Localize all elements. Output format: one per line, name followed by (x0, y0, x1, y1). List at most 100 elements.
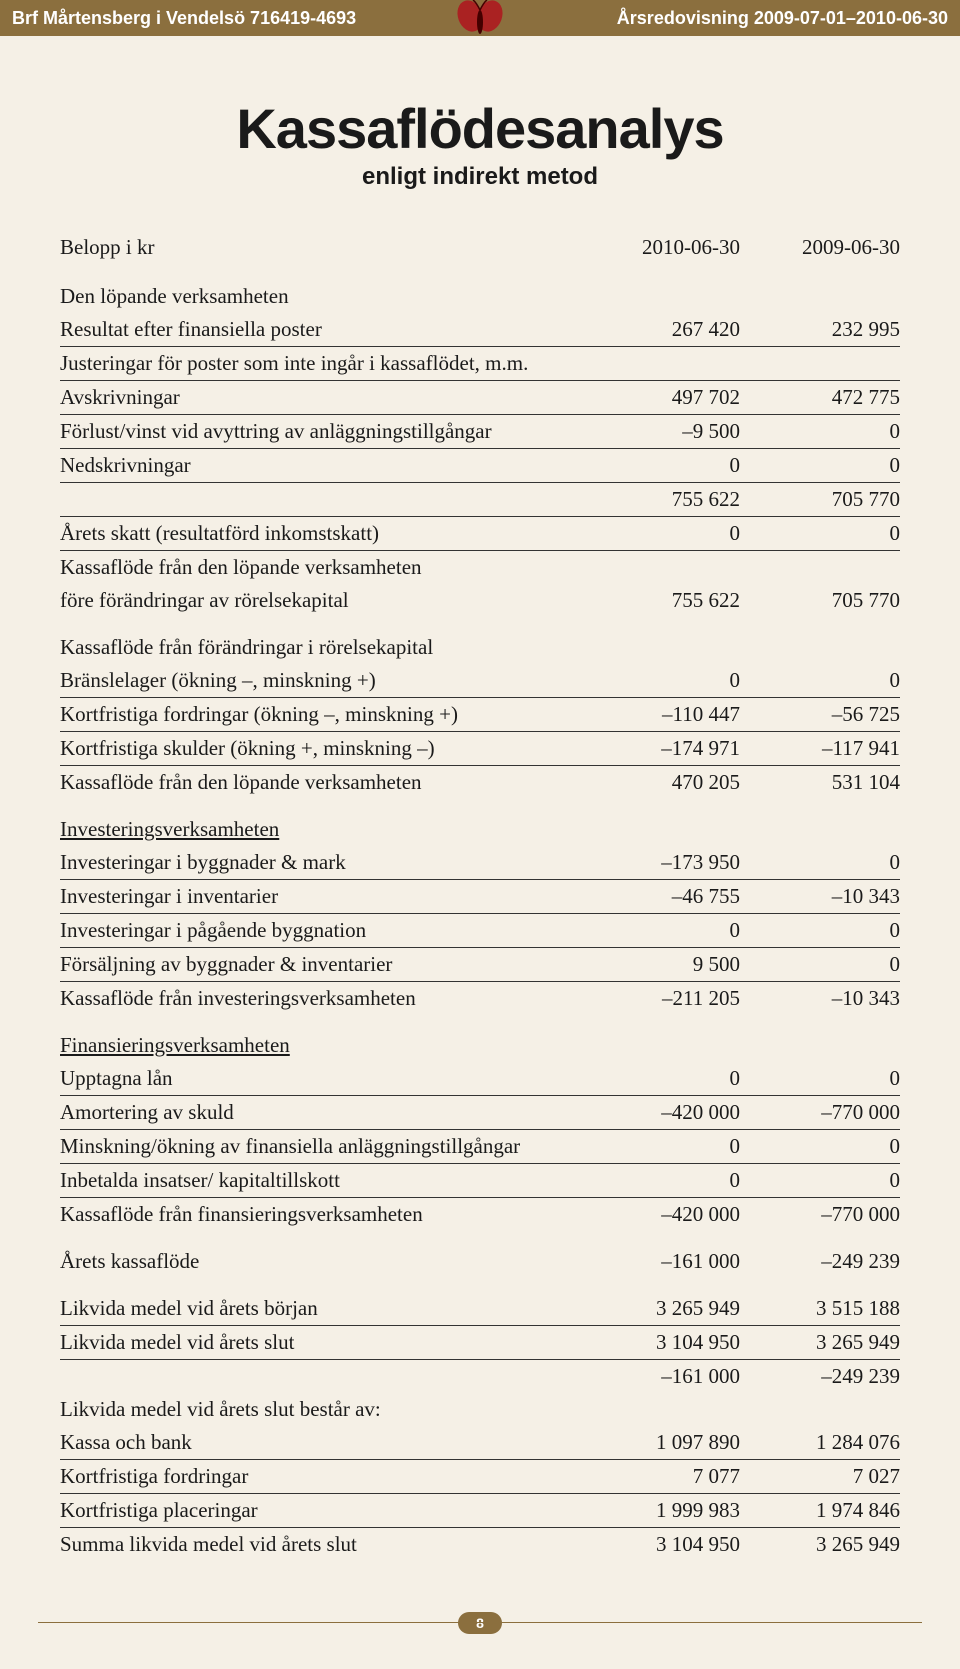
cell-value: –173 950 (580, 846, 740, 880)
col1-header: 2010-06-30 (580, 231, 740, 266)
row-label: Upptagna lån (60, 1062, 580, 1096)
row-label: Kassa och bank (60, 1426, 580, 1460)
table-row: Amortering av skuld–420 000–770 000 (60, 1096, 900, 1130)
table-row: Kassa och bank1 097 8901 284 076 (60, 1426, 900, 1460)
table-row: Kassaflöde från förändringar i rörelseka… (60, 617, 900, 664)
cell-value: 3 515 188 (740, 1278, 900, 1326)
cell-value: –249 239 (740, 1231, 900, 1278)
cell-value: 1 999 983 (580, 1494, 740, 1528)
row-label: Minskning/ökning av finansiella anläggni… (60, 1130, 580, 1164)
cell-value: 3 265 949 (740, 1326, 900, 1360)
page-number: 8 (458, 1612, 502, 1634)
row-label: Nedskrivningar (60, 449, 580, 483)
table-row: före förändringar av rörelsekapital755 6… (60, 584, 900, 617)
header-right-text: Årsredovisning 2009-07-01–2010-06-30 (617, 8, 948, 29)
row-label: före förändringar av rörelsekapital (60, 584, 580, 617)
row-label: Kortfristiga fordringar (60, 1460, 580, 1494)
table-row: Investeringsverksamheten (60, 799, 900, 846)
table-row: Avskrivningar497 702472 775 (60, 381, 900, 415)
cell-value: –46 755 (580, 880, 740, 914)
table-row: Kassaflöde från den löpande verksamheten… (60, 766, 900, 800)
table-row: Resultat efter finansiella poster267 420… (60, 313, 900, 347)
table-row: Kassaflöde från finansieringsverksamhete… (60, 1198, 900, 1232)
cell-value: 1 974 846 (740, 1494, 900, 1528)
cell-value: –161 000 (580, 1360, 740, 1394)
cell-value: 0 (740, 1164, 900, 1198)
table-row: Likvida medel vid årets början3 265 9493… (60, 1278, 900, 1326)
cell-value: 0 (740, 1130, 900, 1164)
table-row: Årets skatt (resultatförd inkomstskatt)0… (60, 517, 900, 551)
table-row: Försäljning av byggnader & inventarier9 … (60, 948, 900, 982)
cell-value: 0 (740, 415, 900, 449)
cell-value (580, 1393, 740, 1426)
table-row: Kassaflöde från den löpande verksamheten (60, 551, 900, 585)
row-label: Försäljning av byggnader & inventarier (60, 948, 580, 982)
cell-value: –10 343 (740, 880, 900, 914)
cell-value: 3 104 950 (580, 1528, 740, 1562)
cell-value: –420 000 (580, 1096, 740, 1130)
section-heading: Finansieringsverksamheten (60, 1015, 580, 1062)
table-row: Upptagna lån00 (60, 1062, 900, 1096)
table-row: Summa likvida medel vid årets slut3 104 … (60, 1528, 900, 1562)
cell-empty (740, 266, 900, 313)
cell-value: 0 (740, 948, 900, 982)
row-label: Avskrivningar (60, 381, 580, 415)
cell-value (580, 347, 740, 381)
cell-value: –770 000 (740, 1096, 900, 1130)
cell-value: 232 995 (740, 313, 900, 347)
cell-value: 0 (740, 664, 900, 698)
cell-value: 7 077 (580, 1460, 740, 1494)
row-label: Resultat efter finansiella poster (60, 313, 580, 347)
table-row: Finansieringsverksamheten (60, 1015, 900, 1062)
cell-value: 0 (580, 914, 740, 948)
cell-value: 497 702 (580, 381, 740, 415)
cell-value: –10 343 (740, 982, 900, 1016)
cell-value: 3 104 950 (580, 1326, 740, 1360)
row-label (60, 483, 580, 517)
row-label: Likvida medel vid årets slut består av: (60, 1393, 580, 1426)
page-title-block: Kassaflödesanalys enligt indirekt metod (0, 96, 960, 191)
cell-value: 0 (580, 664, 740, 698)
cell-value: 0 (740, 914, 900, 948)
cell-value: –161 000 (580, 1231, 740, 1278)
table-row: Inbetalda insatser/ kapitaltillskott00 (60, 1164, 900, 1198)
cell-value: 9 500 (580, 948, 740, 982)
table-row: Likvida medel vid årets slut3 104 9503 2… (60, 1326, 900, 1360)
cell-empty (580, 1015, 740, 1062)
cell-value: 3 265 949 (580, 1278, 740, 1326)
cell-value: 0 (740, 1062, 900, 1096)
row-label: Årets skatt (resultatförd inkomstskatt) (60, 517, 580, 551)
cell-value: 531 104 (740, 766, 900, 800)
cell-empty (580, 266, 740, 313)
content-area: Belopp i kr2010-06-302009-06-30Den löpan… (0, 191, 960, 1581)
cell-value: 3 265 949 (740, 1528, 900, 1562)
cell-value: 0 (740, 846, 900, 880)
row-label: Investeringar i byggnader & mark (60, 846, 580, 880)
row-label: Amortering av skuld (60, 1096, 580, 1130)
row-label: Likvida medel vid årets början (60, 1278, 580, 1326)
table-row: Årets kassaflöde–161 000–249 239 (60, 1231, 900, 1278)
table-row: Förlust/vinst vid avyttring av anläggnin… (60, 415, 900, 449)
cell-value: 705 770 (740, 483, 900, 517)
cell-value: 267 420 (580, 313, 740, 347)
table-row: Kortfristiga fordringar (ökning –, minsk… (60, 698, 900, 732)
section-heading: Kassaflöde från förändringar i rörelseka… (60, 617, 580, 664)
table-row: Investeringar i inventarier–46 755–10 34… (60, 880, 900, 914)
row-label: Investeringar i inventarier (60, 880, 580, 914)
table-row: Kassaflöde från investeringsverksamheten… (60, 982, 900, 1016)
cell-value: –110 447 (580, 698, 740, 732)
table-row: Kortfristiga fordringar7 0777 027 (60, 1460, 900, 1494)
cell-value: 472 775 (740, 381, 900, 415)
cell-empty (580, 799, 740, 846)
page-footer: 8 (0, 1611, 960, 1654)
row-label: Justeringar för poster som inte ingår i … (60, 347, 580, 381)
table-header-row: Belopp i kr2010-06-302009-06-30 (60, 231, 900, 266)
cell-value: –211 205 (580, 982, 740, 1016)
cell-value: –420 000 (580, 1198, 740, 1232)
row-label (60, 1360, 580, 1394)
cell-value: 755 622 (580, 483, 740, 517)
table-row: –161 000–249 239 (60, 1360, 900, 1394)
cell-value: –174 971 (580, 732, 740, 766)
table-row: Kortfristiga skulder (ökning +, minsknin… (60, 732, 900, 766)
section-heading: Investeringsverksamheten (60, 799, 580, 846)
